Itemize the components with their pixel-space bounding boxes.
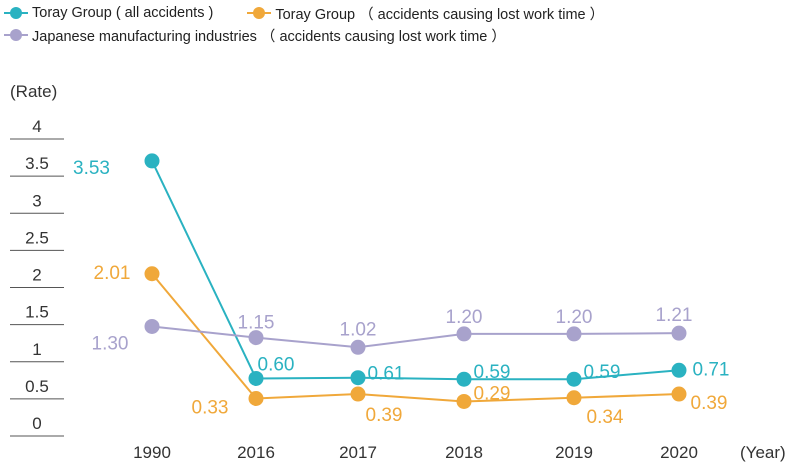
- x-axis: 1990 2016 2017 2018 2019 2020: [133, 443, 698, 462]
- data-point-all-accidents: [144, 153, 160, 169]
- data-point-all-accidents: [566, 371, 582, 387]
- series-line-japanese-mfg: [151, 325, 680, 349]
- data-label-japanese-mfg: 1.02: [340, 319, 377, 340]
- data-point-japanese-mfg: [671, 325, 687, 341]
- series-points: [144, 153, 687, 409]
- data-label-lost-time: 0.29: [474, 383, 511, 404]
- data-point-all-accidents: [350, 370, 366, 386]
- legend-label-lost-time: Toray Group （ accidents causing lost wor…: [275, 6, 605, 23]
- data-label-japanese-mfg: 1.30: [92, 333, 129, 354]
- x-tick-label: 2020: [660, 443, 698, 462]
- legend-marker-orange: [247, 7, 272, 19]
- data-point-japanese-mfg: [144, 318, 160, 334]
- data-point-japanese-mfg: [350, 339, 366, 355]
- data-label-japanese-mfg: 1.20: [556, 307, 593, 328]
- data-label-lost-time: 0.39: [366, 405, 403, 426]
- data-label-lost-time: 0.33: [192, 397, 229, 418]
- series-line-lost-time: [151, 273, 680, 403]
- data-point-all-accidents: [248, 370, 264, 386]
- data-label-all-accidents: 0.60: [258, 354, 295, 375]
- x-tick-label: 1990: [133, 443, 171, 462]
- data-point-lost-time: [566, 390, 582, 406]
- data-point-lost-time: [144, 266, 160, 282]
- series-lines: [151, 160, 680, 403]
- legend-marker-teal: [4, 7, 28, 19]
- legend-label-japanese-mfg: Japanese manufacturing industries （ acci…: [32, 28, 506, 45]
- y-tick-label: 1.5: [25, 303, 49, 322]
- data-label-japanese-mfg: 1.15: [238, 313, 275, 334]
- legend-marker-purple: [4, 29, 28, 41]
- y-tick-label: 1: [32, 340, 41, 359]
- legend-label-all-accidents: Toray Group ( all accidents ): [32, 5, 214, 21]
- y-tick-label: 2.5: [25, 228, 49, 247]
- data-label-lost-time: 2.01: [94, 263, 131, 284]
- legend-row-2: Japanese manufacturing industries （ acci…: [4, 24, 638, 46]
- y-axis-label: (Rate): [10, 82, 57, 101]
- data-label-all-accidents: 3.53: [73, 158, 110, 179]
- data-label-japanese-mfg: 1.20: [446, 307, 483, 328]
- data-label-lost-time: 0.34: [587, 407, 624, 428]
- x-tick-label: 2016: [237, 443, 275, 462]
- y-axis: 0 0.5 1 1.5 2 2.5 3 3.5 4: [10, 117, 64, 437]
- legend-item-lost-time: Toray Group （ accidents causing lost wor…: [247, 3, 604, 24]
- data-point-japanese-mfg: [566, 326, 582, 342]
- x-tick-label: 2017: [339, 443, 377, 462]
- data-point-all-accidents: [456, 371, 472, 387]
- data-point-japanese-mfg: [456, 326, 472, 342]
- y-tick-label: 3.5: [25, 154, 49, 173]
- data-point-lost-time: [248, 390, 264, 406]
- data-point-lost-time: [350, 386, 366, 402]
- data-point-lost-time: [671, 386, 687, 402]
- series-line-all-accidents: [151, 160, 680, 381]
- legend: Toray Group ( all accidents ) Toray Grou…: [4, 2, 638, 46]
- series-labels: 3.53 0.60 0.61 0.59 0.59 0.71 2.01 0.33 0.39 0.29…: [73, 158, 729, 428]
- legend-item-japanese-mfg: Japanese manufacturing industries （ acci…: [4, 25, 506, 46]
- data-point-lost-time: [456, 393, 472, 409]
- data-label-all-accidents: 0.59: [584, 362, 621, 383]
- data-label-all-accidents: 0.59: [474, 362, 511, 383]
- legend-row-1: Toray Group ( all accidents ) Toray Grou…: [4, 2, 638, 24]
- x-tick-label: 2019: [555, 443, 593, 462]
- data-label-all-accidents: 0.71: [693, 359, 730, 380]
- x-tick-label: 2018: [445, 443, 483, 462]
- x-axis-label: (Year): [740, 443, 786, 462]
- data-label-japanese-mfg: 1.21: [656, 305, 693, 326]
- data-label-all-accidents: 0.61: [368, 364, 405, 385]
- y-tick-label: 0: [32, 414, 41, 433]
- data-point-all-accidents: [671, 362, 687, 378]
- data-point-japanese-mfg: [248, 330, 264, 346]
- y-tick-label: 2: [32, 266, 41, 285]
- y-tick-label: 4: [32, 117, 41, 136]
- legend-item-all-accidents: Toray Group ( all accidents ): [4, 5, 213, 21]
- y-tick-label: 0.5: [25, 377, 49, 396]
- y-tick-label: 3: [32, 191, 41, 210]
- data-label-lost-time: 0.39: [691, 393, 728, 414]
